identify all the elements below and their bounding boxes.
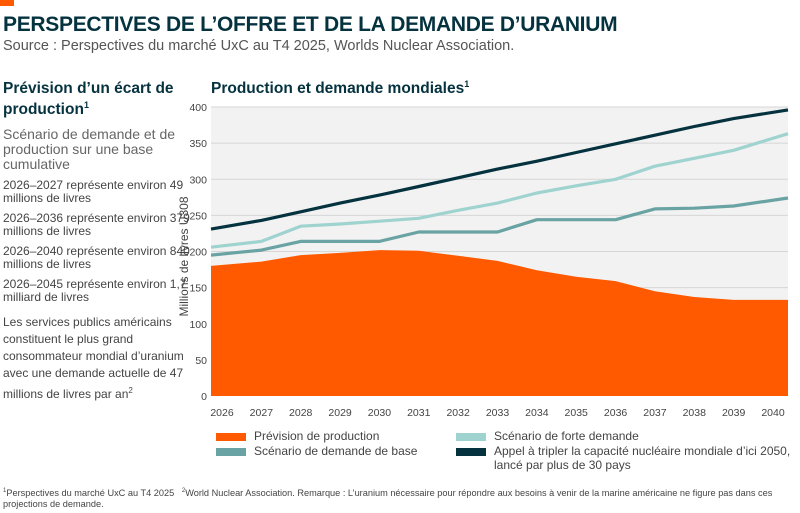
series-area-production: [211, 250, 788, 396]
stat-item: 2026–2027 représente environ 49 millions…: [3, 178, 184, 206]
x-tick-label: 2040: [761, 407, 785, 419]
source-line: Source : Perspectives du marché UxC au T…: [3, 38, 515, 54]
x-tick-label: 2031: [407, 407, 431, 419]
legend-swatch-triple: [456, 448, 486, 456]
y-tick-label: 50: [195, 355, 207, 367]
x-tick-label: 2026: [210, 407, 234, 419]
x-tick-label: 2027: [250, 407, 274, 419]
y-tick-label: 350: [189, 138, 207, 150]
x-tick-label: 2029: [328, 407, 352, 419]
footnotes: 1Perspectives du marché UxC au T4 2025 2…: [3, 488, 773, 510]
legend-swatch-production: [216, 433, 246, 441]
left-heading: Prévision d’un écart de production1: [3, 80, 174, 119]
x-tick-label: 2033: [486, 407, 510, 419]
x-tick-label: 2039: [722, 407, 746, 419]
x-tick-label: 2036: [604, 407, 628, 419]
page-title: PERSPECTIVES DE L’OFFRE ET DE LA DEMANDE…: [3, 13, 618, 36]
y-tick-label: 0: [201, 391, 207, 403]
stat-item: 2026–2040 représente environ 840 million…: [3, 244, 190, 272]
y-tick-label: 250: [189, 210, 207, 222]
y-tick-label: 150: [189, 283, 207, 295]
stat-item: 2026–2045 représente environ 1,7 milliar…: [3, 277, 187, 305]
x-tick-label: 2038: [683, 407, 707, 419]
x-tick-label: 2028: [289, 407, 313, 419]
legend-swatch-high: [456, 433, 486, 441]
chart-title: Production et demande mondiales1: [211, 79, 470, 98]
series-line-triple: [210, 108, 789, 231]
x-tick-label: 2030: [368, 407, 392, 419]
x-tick-label: 2037: [643, 407, 667, 419]
legend-swatch-base: [216, 448, 246, 456]
stat-item: 2026–2036 représente environ 379 million…: [3, 211, 190, 239]
y-tick-label: 100: [189, 319, 207, 331]
y-tick-label: 300: [189, 174, 207, 186]
x-tick-label: 2034: [525, 407, 549, 419]
y-tick-label: 400: [189, 102, 207, 114]
left-note: Les services publics américains constitu…: [3, 315, 184, 402]
left-panel: Prévision d’un écart de production1 Scén…: [3, 80, 193, 403]
x-tick-label: 2035: [565, 407, 589, 419]
accent-bar: [0, 0, 14, 6]
left-subheading: Scénario de demande et de production sur…: [3, 126, 176, 173]
y-axis-label: Millions de livres U308: [177, 196, 191, 316]
x-tick-label: 2032: [446, 407, 470, 419]
y-tick-label: 200: [189, 247, 207, 259]
